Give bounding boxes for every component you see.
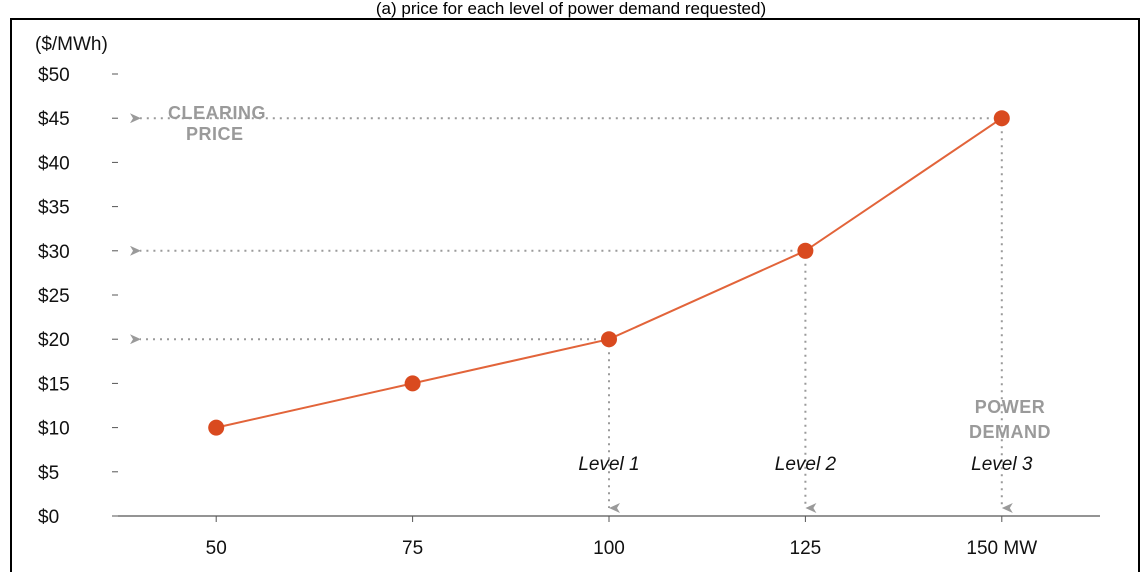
y-axis: $0 $5 $10 $15 $20 $25 $30 $35 $40 $45 $50 bbox=[38, 65, 118, 528]
y-tick-label: $0 bbox=[38, 507, 59, 528]
power-demand-line-2: DEMAND bbox=[969, 422, 1051, 442]
data-point bbox=[208, 419, 225, 436]
power-demand-annotation: POWER DEMAND bbox=[969, 397, 1051, 442]
y-tick-label: $40 bbox=[38, 153, 70, 174]
power-demand-line-1: POWER bbox=[975, 397, 1046, 417]
y-tick-label: $15 bbox=[38, 374, 70, 395]
y-tick-label: $5 bbox=[38, 463, 59, 484]
y-tick-label: $25 bbox=[38, 286, 70, 307]
x-tick-label: 150 MW bbox=[966, 538, 1037, 559]
y-tick-label: $35 bbox=[38, 198, 70, 219]
y-tick-label: $20 bbox=[38, 330, 70, 351]
y-tick-label: $10 bbox=[38, 419, 70, 440]
figure-caption: (a) price for each level of power demand… bbox=[375, 0, 767, 18]
x-tick-label: 100 bbox=[593, 538, 625, 559]
data-point bbox=[601, 331, 617, 348]
x-axis: 50 75 100 125 150 MW bbox=[118, 515, 1100, 559]
guide-lines: Level 1 Level 2 Level 3 bbox=[130, 113, 1033, 513]
demand-level-label: Level 2 bbox=[775, 454, 837, 475]
clearing-price-line-2: PRICE bbox=[186, 124, 244, 144]
clearing-price-line-1: CLEARING bbox=[168, 103, 266, 123]
data-points bbox=[208, 110, 1010, 436]
y-tick-label: $50 bbox=[38, 65, 70, 86]
data-point bbox=[404, 375, 421, 392]
data-point bbox=[993, 110, 1010, 127]
figure-frame bbox=[10, 18, 1140, 572]
data-point bbox=[797, 242, 814, 259]
x-tick-label: 75 bbox=[402, 538, 423, 559]
y-axis-label: ($/MWh) bbox=[35, 34, 108, 55]
y-tick-label: $30 bbox=[38, 242, 70, 263]
x-tick-label: 50 bbox=[206, 538, 227, 559]
x-tick-label: 125 bbox=[790, 538, 822, 559]
demand-level-label: Level 3 bbox=[971, 454, 1033, 475]
demand-level-label: Level 1 bbox=[578, 454, 639, 475]
clearing-price-annotation: CLEARING PRICE bbox=[168, 103, 266, 144]
y-tick-label: $45 bbox=[38, 109, 70, 130]
